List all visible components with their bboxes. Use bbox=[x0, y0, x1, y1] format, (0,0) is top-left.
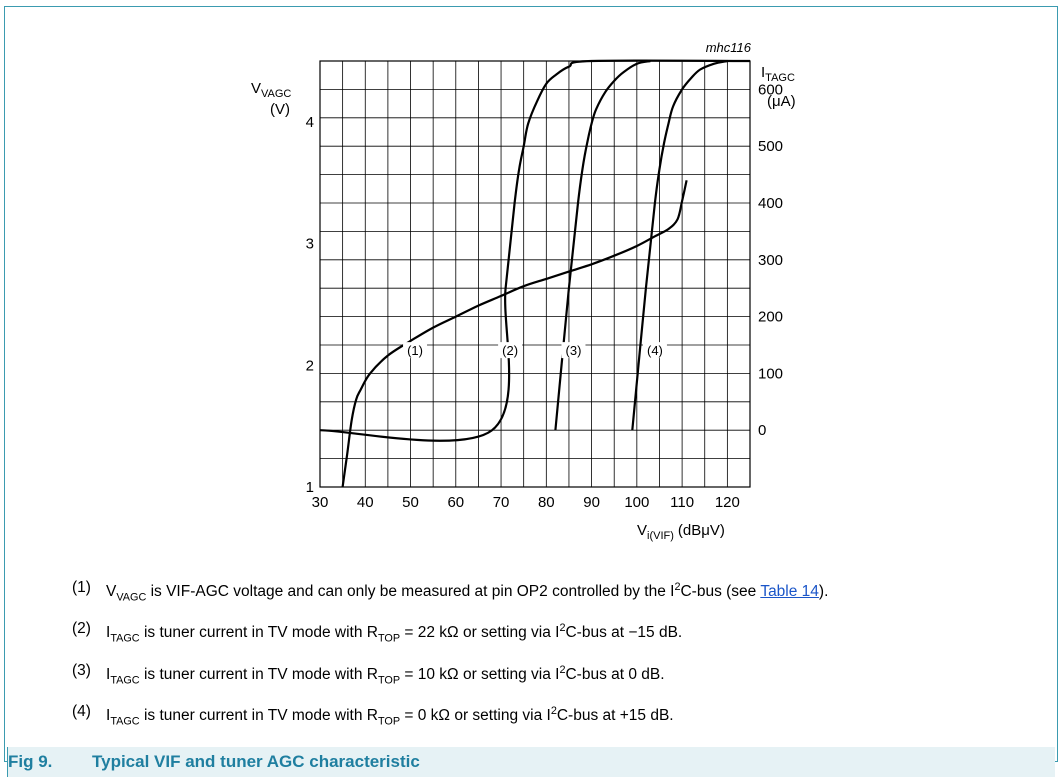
figure-label: Fig 9. bbox=[8, 752, 53, 771]
plot-border bbox=[319, 60, 751, 488]
right-axis-title-main: I bbox=[761, 64, 765, 81]
chart-curves: (1) (2) (3) (4) bbox=[319, 59, 751, 488]
x-tick-label: 40 bbox=[357, 494, 374, 511]
right-axis-unit: (μA) bbox=[767, 93, 796, 110]
right-tick-label: 100 bbox=[758, 365, 783, 382]
curve-3 bbox=[554, 59, 651, 431]
note-1: (1) VVAGC is VIF-AGC voltage and can onl… bbox=[72, 578, 1032, 607]
right-tick-label: 0 bbox=[758, 422, 766, 439]
note-number: (3) bbox=[72, 661, 91, 679]
right-tick-label: 200 bbox=[758, 309, 783, 326]
x-tick-label: 120 bbox=[715, 494, 740, 511]
right-tick-label: 600 bbox=[758, 81, 783, 98]
annotation-bg bbox=[561, 342, 586, 359]
left-axis-unit: (V) bbox=[270, 101, 290, 118]
x-tick-label: 50 bbox=[402, 494, 419, 511]
figure-code: mhc116 bbox=[706, 40, 752, 55]
note-number: (4) bbox=[72, 702, 91, 720]
annotation-bg bbox=[498, 342, 523, 359]
x-tick-label: 90 bbox=[583, 494, 600, 511]
table-14-link[interactable]: Table 14 bbox=[760, 583, 819, 601]
x-tick-label: 80 bbox=[538, 494, 555, 511]
right-tick-label: 400 bbox=[758, 195, 783, 212]
curve-4 bbox=[631, 59, 728, 431]
chart-grid bbox=[319, 60, 751, 488]
note-text: ITAGC is tuner current in TV mode with R… bbox=[106, 704, 674, 727]
curve-1 bbox=[341, 180, 688, 488]
note-text: ITAGC is tuner current in TV mode with R… bbox=[106, 622, 683, 645]
left-axis-title: VVAGC bbox=[251, 80, 291, 100]
note-text: VVAGC is VIF-AGC voltage and can only be… bbox=[106, 581, 829, 604]
figure-caption: Fig 9. Typical VIF and tuner AGC characte… bbox=[7, 747, 1055, 777]
left-tick-label: 1 bbox=[306, 479, 314, 496]
curve-label-2: (2) bbox=[502, 343, 518, 358]
figure-title: Typical VIF and tuner AGC characteristic bbox=[92, 752, 420, 771]
chart-axes bbox=[319, 60, 751, 488]
curve-label-3: (3) bbox=[566, 343, 582, 358]
curve-2 bbox=[319, 59, 751, 442]
x-tick-label: 100 bbox=[624, 494, 649, 511]
x-axis-title: Vi(VIF) (dBμV) bbox=[637, 522, 725, 542]
note-2: (2) ITAGC is tuner current in TV mode wi… bbox=[72, 619, 1032, 648]
x-tick-label: 30 bbox=[312, 494, 329, 511]
chart-tick-labels: 30 40 50 60 70 80 90 100 110 12012340100200300400… bbox=[306, 81, 783, 511]
x-tick-label: 60 bbox=[447, 494, 464, 511]
right-tick-label: 500 bbox=[758, 138, 783, 155]
note-text: ITAGC is tuner current in TV mode with R… bbox=[106, 663, 665, 686]
x-axis-title-sub: i(VIF) bbox=[647, 530, 674, 542]
curve-label-4: (4) bbox=[647, 343, 663, 358]
note-number: (2) bbox=[72, 620, 91, 638]
x-axis-title-unit: (dBμV) bbox=[678, 522, 725, 539]
left-axis-title-main: V bbox=[251, 80, 261, 97]
note-3: (3) ITAGC is tuner current in TV mode wi… bbox=[72, 661, 1032, 690]
figure-notes: (1) VVAGC is VIF-AGC voltage and can onl… bbox=[72, 578, 1032, 743]
left-axis-title-sub: VAGC bbox=[261, 88, 291, 100]
annotation-bg bbox=[642, 342, 667, 359]
annotation-bg bbox=[403, 342, 428, 359]
curve-label-1: (1) bbox=[407, 343, 423, 358]
right-axis-title: ITAGC bbox=[761, 64, 795, 84]
right-axis-title-sub: TAGC bbox=[765, 72, 795, 84]
left-tick-label: 2 bbox=[306, 357, 314, 374]
note-4: (4) ITAGC is tuner current in TV mode wi… bbox=[72, 702, 1032, 731]
x-tick-label: 70 bbox=[493, 494, 510, 511]
x-tick-label: 110 bbox=[670, 494, 694, 511]
agc-characteristic-chart: (1) (2) (3) (4) 30 40 50 60 70 80 90 100 110 1201234… bbox=[251, 40, 796, 542]
x-axis-title-main: V bbox=[637, 522, 647, 539]
chart-axis-labels: mhc116 VVAGC (V) ITAGC (μA) Vi(VIF) (dBμV… bbox=[251, 40, 796, 542]
left-tick-label: 4 bbox=[306, 114, 314, 131]
note-number: (1) bbox=[72, 579, 91, 596]
left-tick-label: 3 bbox=[306, 236, 314, 253]
right-tick-label: 300 bbox=[758, 252, 783, 269]
